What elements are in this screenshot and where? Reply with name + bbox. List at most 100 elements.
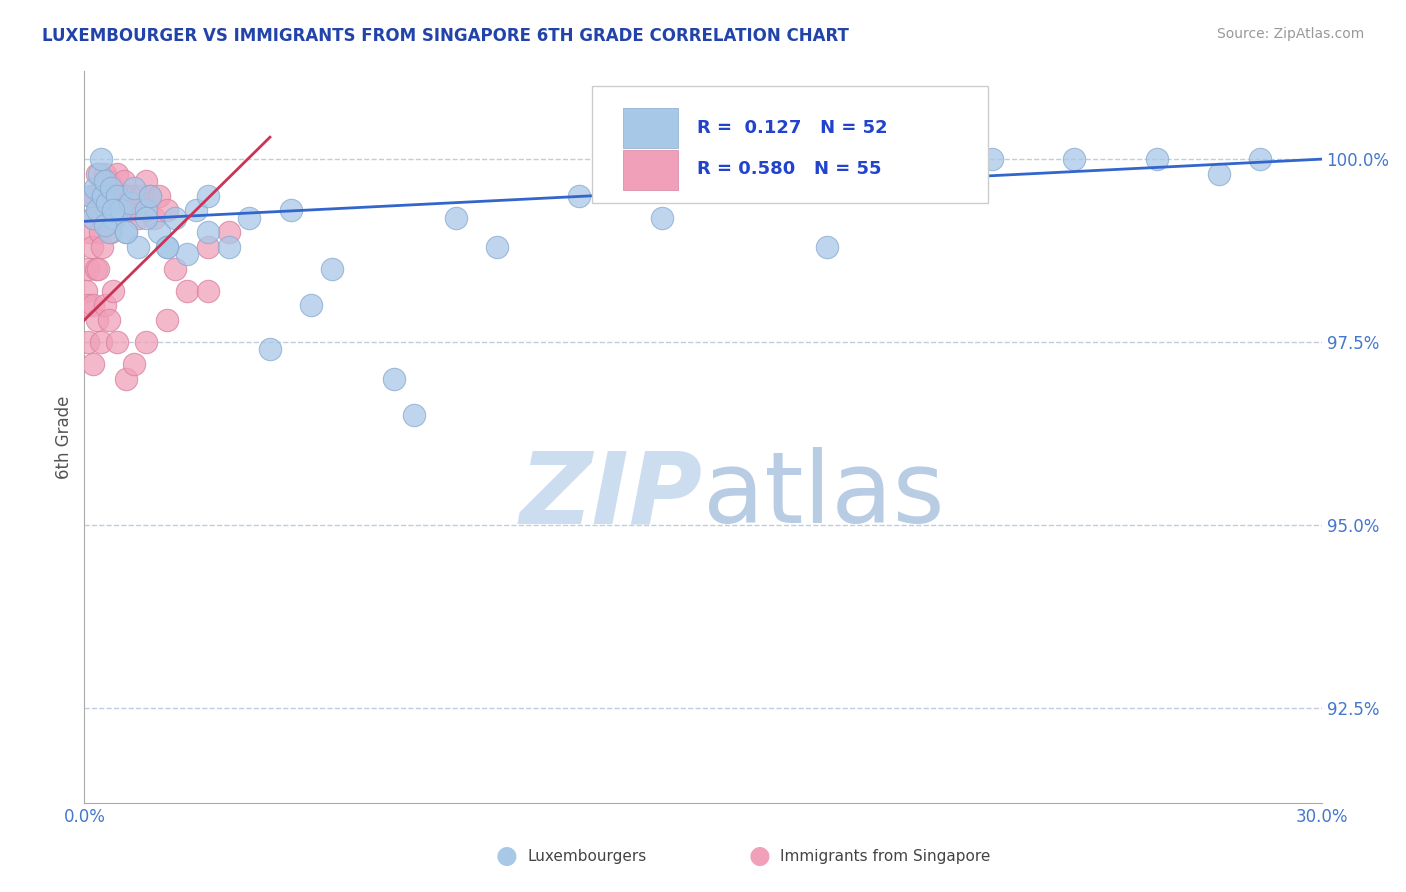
- Point: [76, 261, 98, 276]
- Point: [82, 211, 104, 225]
- Point: [118, 196, 141, 211]
- Point: [651, 211, 673, 225]
- Point: [184, 203, 207, 218]
- Point: [148, 225, 170, 239]
- Text: R =  0.127   N = 52: R = 0.127 N = 52: [697, 119, 887, 136]
- Text: R = 0.580   N = 55: R = 0.580 N = 55: [697, 161, 882, 178]
- Point: [135, 203, 157, 218]
- Point: [90, 240, 112, 254]
- FancyBboxPatch shape: [592, 86, 987, 203]
- Point: [94, 298, 117, 312]
- Point: [280, 203, 302, 218]
- Point: [108, 203, 131, 218]
- Point: [143, 211, 166, 225]
- Point: [112, 174, 135, 188]
- Point: [110, 203, 132, 218]
- Point: [197, 225, 219, 239]
- Point: [259, 343, 281, 357]
- Point: [90, 334, 112, 349]
- Point: [444, 211, 467, 225]
- Point: [86, 203, 108, 218]
- Point: [156, 313, 179, 327]
- Point: [90, 188, 112, 202]
- Point: [118, 203, 141, 218]
- Text: ●: ●: [495, 845, 517, 868]
- Point: [122, 188, 145, 202]
- Point: [82, 298, 104, 312]
- Point: [91, 188, 114, 202]
- Point: [382, 371, 405, 385]
- Point: [114, 225, 136, 239]
- Point: [103, 188, 125, 202]
- Point: [105, 167, 128, 181]
- Point: [176, 247, 198, 261]
- Text: Source: ZipAtlas.com: Source: ZipAtlas.com: [1216, 27, 1364, 41]
- Point: [299, 298, 322, 312]
- Point: [98, 313, 121, 327]
- Point: [110, 188, 132, 202]
- Point: [980, 152, 1002, 166]
- Point: [83, 188, 105, 202]
- Point: [135, 211, 157, 225]
- Point: [122, 357, 145, 371]
- Point: [93, 188, 115, 202]
- Point: [87, 261, 110, 276]
- Point: [156, 240, 179, 254]
- Point: [98, 225, 121, 239]
- Point: [79, 225, 101, 239]
- Point: [165, 211, 187, 225]
- Point: [218, 225, 240, 239]
- Point: [176, 284, 198, 298]
- Point: [218, 240, 240, 254]
- Point: [91, 211, 114, 225]
- Point: [156, 240, 179, 254]
- Point: [404, 408, 426, 422]
- Point: [1249, 152, 1271, 166]
- Point: [84, 261, 107, 276]
- Point: [1208, 167, 1230, 181]
- Point: [100, 225, 122, 239]
- Point: [94, 174, 117, 188]
- Point: [103, 211, 125, 225]
- Y-axis label: 6th Grade: 6th Grade: [55, 395, 73, 479]
- Point: [87, 167, 110, 181]
- Point: [127, 240, 149, 254]
- Point: [1146, 152, 1168, 166]
- Point: [1063, 152, 1085, 166]
- Point: [105, 334, 128, 349]
- Point: [197, 284, 219, 298]
- Point: [94, 167, 117, 181]
- Point: [114, 371, 136, 385]
- Point: [114, 188, 136, 202]
- Point: [82, 211, 104, 225]
- Point: [131, 188, 153, 202]
- Point: [148, 188, 170, 202]
- Point: [165, 261, 187, 276]
- Bar: [623, 108, 678, 148]
- Point: [100, 181, 122, 195]
- Point: [485, 240, 508, 254]
- Text: ZIP: ZIP: [520, 447, 703, 544]
- Text: ●: ●: [748, 845, 770, 868]
- Point: [77, 334, 100, 349]
- Point: [87, 203, 110, 218]
- Point: [82, 357, 104, 371]
- Bar: [623, 150, 678, 190]
- Point: [568, 188, 591, 202]
- Point: [98, 174, 121, 188]
- Point: [79, 188, 101, 202]
- Point: [139, 188, 162, 202]
- Point: [156, 203, 179, 218]
- Point: [103, 203, 125, 218]
- Point: [321, 261, 343, 276]
- Point: [86, 313, 108, 327]
- Point: [90, 152, 112, 166]
- Point: [135, 174, 157, 188]
- Point: [104, 211, 127, 225]
- Point: [815, 240, 838, 254]
- Point: [80, 240, 103, 254]
- Point: [238, 211, 260, 225]
- Point: [96, 203, 118, 218]
- Point: [122, 181, 145, 195]
- Point: [733, 181, 755, 195]
